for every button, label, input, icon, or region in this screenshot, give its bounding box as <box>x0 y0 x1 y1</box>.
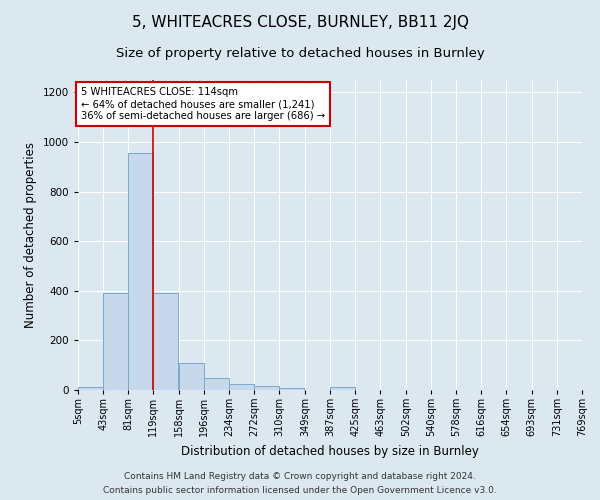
Text: Contains HM Land Registry data © Crown copyright and database right 2024.: Contains HM Land Registry data © Crown c… <box>124 472 476 481</box>
Bar <box>204 378 229 390</box>
Bar <box>78 387 103 390</box>
Bar <box>229 384 254 390</box>
Text: 5, WHITEACRES CLOSE, BURNLEY, BB11 2JQ: 5, WHITEACRES CLOSE, BURNLEY, BB11 2JQ <box>131 15 469 30</box>
X-axis label: Distribution of detached houses by size in Burnley: Distribution of detached houses by size … <box>181 445 479 458</box>
Bar <box>254 386 279 390</box>
Text: Size of property relative to detached houses in Burnley: Size of property relative to detached ho… <box>116 48 484 60</box>
Bar <box>153 294 178 390</box>
Bar <box>179 363 204 390</box>
Bar <box>330 387 355 390</box>
Text: Contains public sector information licensed under the Open Government Licence v3: Contains public sector information licen… <box>103 486 497 495</box>
Bar <box>128 153 153 390</box>
Text: 5 WHITEACRES CLOSE: 114sqm
← 64% of detached houses are smaller (1,241)
36% of s: 5 WHITEACRES CLOSE: 114sqm ← 64% of deta… <box>81 88 325 120</box>
Bar <box>103 294 128 390</box>
Y-axis label: Number of detached properties: Number of detached properties <box>24 142 37 328</box>
Bar <box>279 388 304 390</box>
